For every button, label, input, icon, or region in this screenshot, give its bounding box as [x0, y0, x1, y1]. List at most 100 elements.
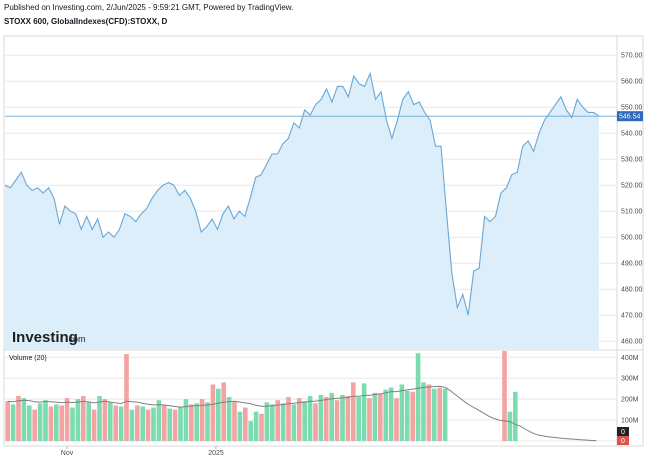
- volume-bar: [64, 398, 70, 441]
- volume-bar: [97, 396, 102, 441]
- volume-axis: 400M 300M 200M 100M 0 0: [617, 355, 639, 445]
- volume-bar: [237, 411, 243, 441]
- volume-bar: [162, 405, 167, 441]
- volume-bar: [286, 397, 291, 441]
- volume-bar: [291, 404, 297, 441]
- volume-bar: [91, 409, 97, 441]
- volume-ma-last-label: 0: [621, 438, 625, 445]
- volume-bar: [275, 400, 280, 441]
- volume-tick-label: 200M: [621, 397, 639, 404]
- price-axis: 570.00 560.00 550.00 540.00 530.00 520.00 510.…: [617, 53, 643, 346]
- price-tick-label: 570.00: [621, 53, 643, 60]
- volume-bar: [189, 404, 194, 441]
- investing-watermark: Investing .com: [12, 329, 86, 346]
- volume-bar: [5, 401, 10, 441]
- volume-bar: [280, 403, 286, 441]
- volume-bar: [232, 401, 237, 441]
- price-area: [5, 73, 599, 350]
- last-price-badge: [617, 111, 643, 122]
- volume-tick-label: 100M: [621, 418, 639, 425]
- volume-bar: [145, 409, 151, 441]
- volume-bar: [324, 397, 329, 441]
- volume-bar: [75, 399, 81, 441]
- volume-bar: [259, 413, 264, 441]
- volume-tick-label: 400M: [621, 355, 639, 362]
- volume-bar: [27, 405, 32, 441]
- time-tick-label: Nov: [61, 450, 74, 457]
- volume-bar: [102, 399, 108, 441]
- volume-bar: [48, 406, 54, 441]
- volume-last-badge-down: [617, 436, 629, 445]
- price-tick-label: 560.00: [621, 79, 643, 86]
- last-price-label: 546.54: [619, 114, 641, 121]
- time-axis: Nov 2025: [61, 446, 224, 457]
- volume-bar: [297, 398, 302, 441]
- price-tick-label: 530.00: [621, 157, 643, 164]
- volume-bar: [345, 396, 351, 441]
- price-tick-label: 490.00: [621, 261, 643, 268]
- price-tick-label: 520.00: [621, 183, 643, 190]
- volume-last-badge-up: [617, 427, 629, 436]
- volume-bar: [302, 401, 307, 441]
- chart-symbol-title: STOXX 600, GlobalIndexes(CFD):STOXX, D: [4, 17, 168, 26]
- volume-bar: [37, 403, 43, 441]
- price-tick-label: 540.00: [621, 131, 643, 138]
- volume-bar: [32, 409, 37, 441]
- price-series: [4, 71, 617, 350]
- volume-bar: [135, 405, 140, 441]
- price-tick-label: 500.00: [621, 235, 643, 242]
- volume-bar: [151, 407, 156, 441]
- volume-bar: [59, 405, 64, 441]
- volume-bar: [210, 384, 216, 441]
- volume-bar: [399, 384, 405, 441]
- volume-bar: [118, 406, 124, 441]
- volume-bar: [194, 403, 199, 441]
- volume-bar: [270, 404, 275, 441]
- volume-bar: [108, 402, 113, 441]
- volume-bar: [405, 390, 410, 441]
- volume-bar: [502, 351, 507, 441]
- volume-bar: [351, 382, 356, 441]
- price-line: [4, 71, 600, 316]
- volume-bar: [388, 387, 394, 441]
- volume-panel-border: [3, 349, 644, 447]
- volume-bar: [318, 395, 324, 441]
- publication-note: Published on Investing.com, 2/Jun/2025 -…: [4, 3, 294, 12]
- volume-bar: [383, 389, 388, 441]
- volume-bar: [340, 395, 345, 441]
- price-tick-label: 510.00: [621, 209, 643, 216]
- volume-bar: [221, 382, 226, 441]
- volume-bar: [361, 383, 367, 441]
- volume-bar: [372, 392, 378, 441]
- volume-last-label: 0: [621, 429, 625, 436]
- volume-bar: [513, 391, 518, 441]
- price-tick-label: 460.00: [621, 339, 643, 346]
- volume-bar: [140, 406, 145, 441]
- volume-bar: [394, 398, 399, 441]
- volume-bar: [248, 421, 253, 441]
- volume-bar: [415, 353, 421, 441]
- volume-moving-average: [7, 385, 597, 442]
- volume-title: Volume (20): [9, 355, 47, 362]
- volume-bar: [81, 396, 86, 441]
- volume-bar: [129, 409, 135, 441]
- volume-bar: [410, 391, 415, 441]
- volume-bar: [216, 388, 221, 441]
- volume-bar: [167, 408, 172, 441]
- price-tick-label: 480.00: [621, 287, 643, 294]
- volume-bar: [54, 404, 59, 441]
- volume-bar: [172, 409, 178, 441]
- volume-bar: [178, 406, 183, 441]
- time-tick-label: 2025: [208, 450, 224, 457]
- volume-bar: [378, 393, 383, 441]
- volume-bar: [307, 396, 313, 441]
- watermark-brand: Investing: [12, 329, 78, 346]
- volume-bar: [253, 411, 259, 441]
- volume-bar: [183, 399, 189, 441]
- volume-bar: [226, 397, 232, 441]
- volume-bar: [329, 392, 334, 441]
- volume-bar: [334, 400, 340, 441]
- volume-bar: [70, 407, 75, 441]
- volume-bar: [356, 397, 361, 441]
